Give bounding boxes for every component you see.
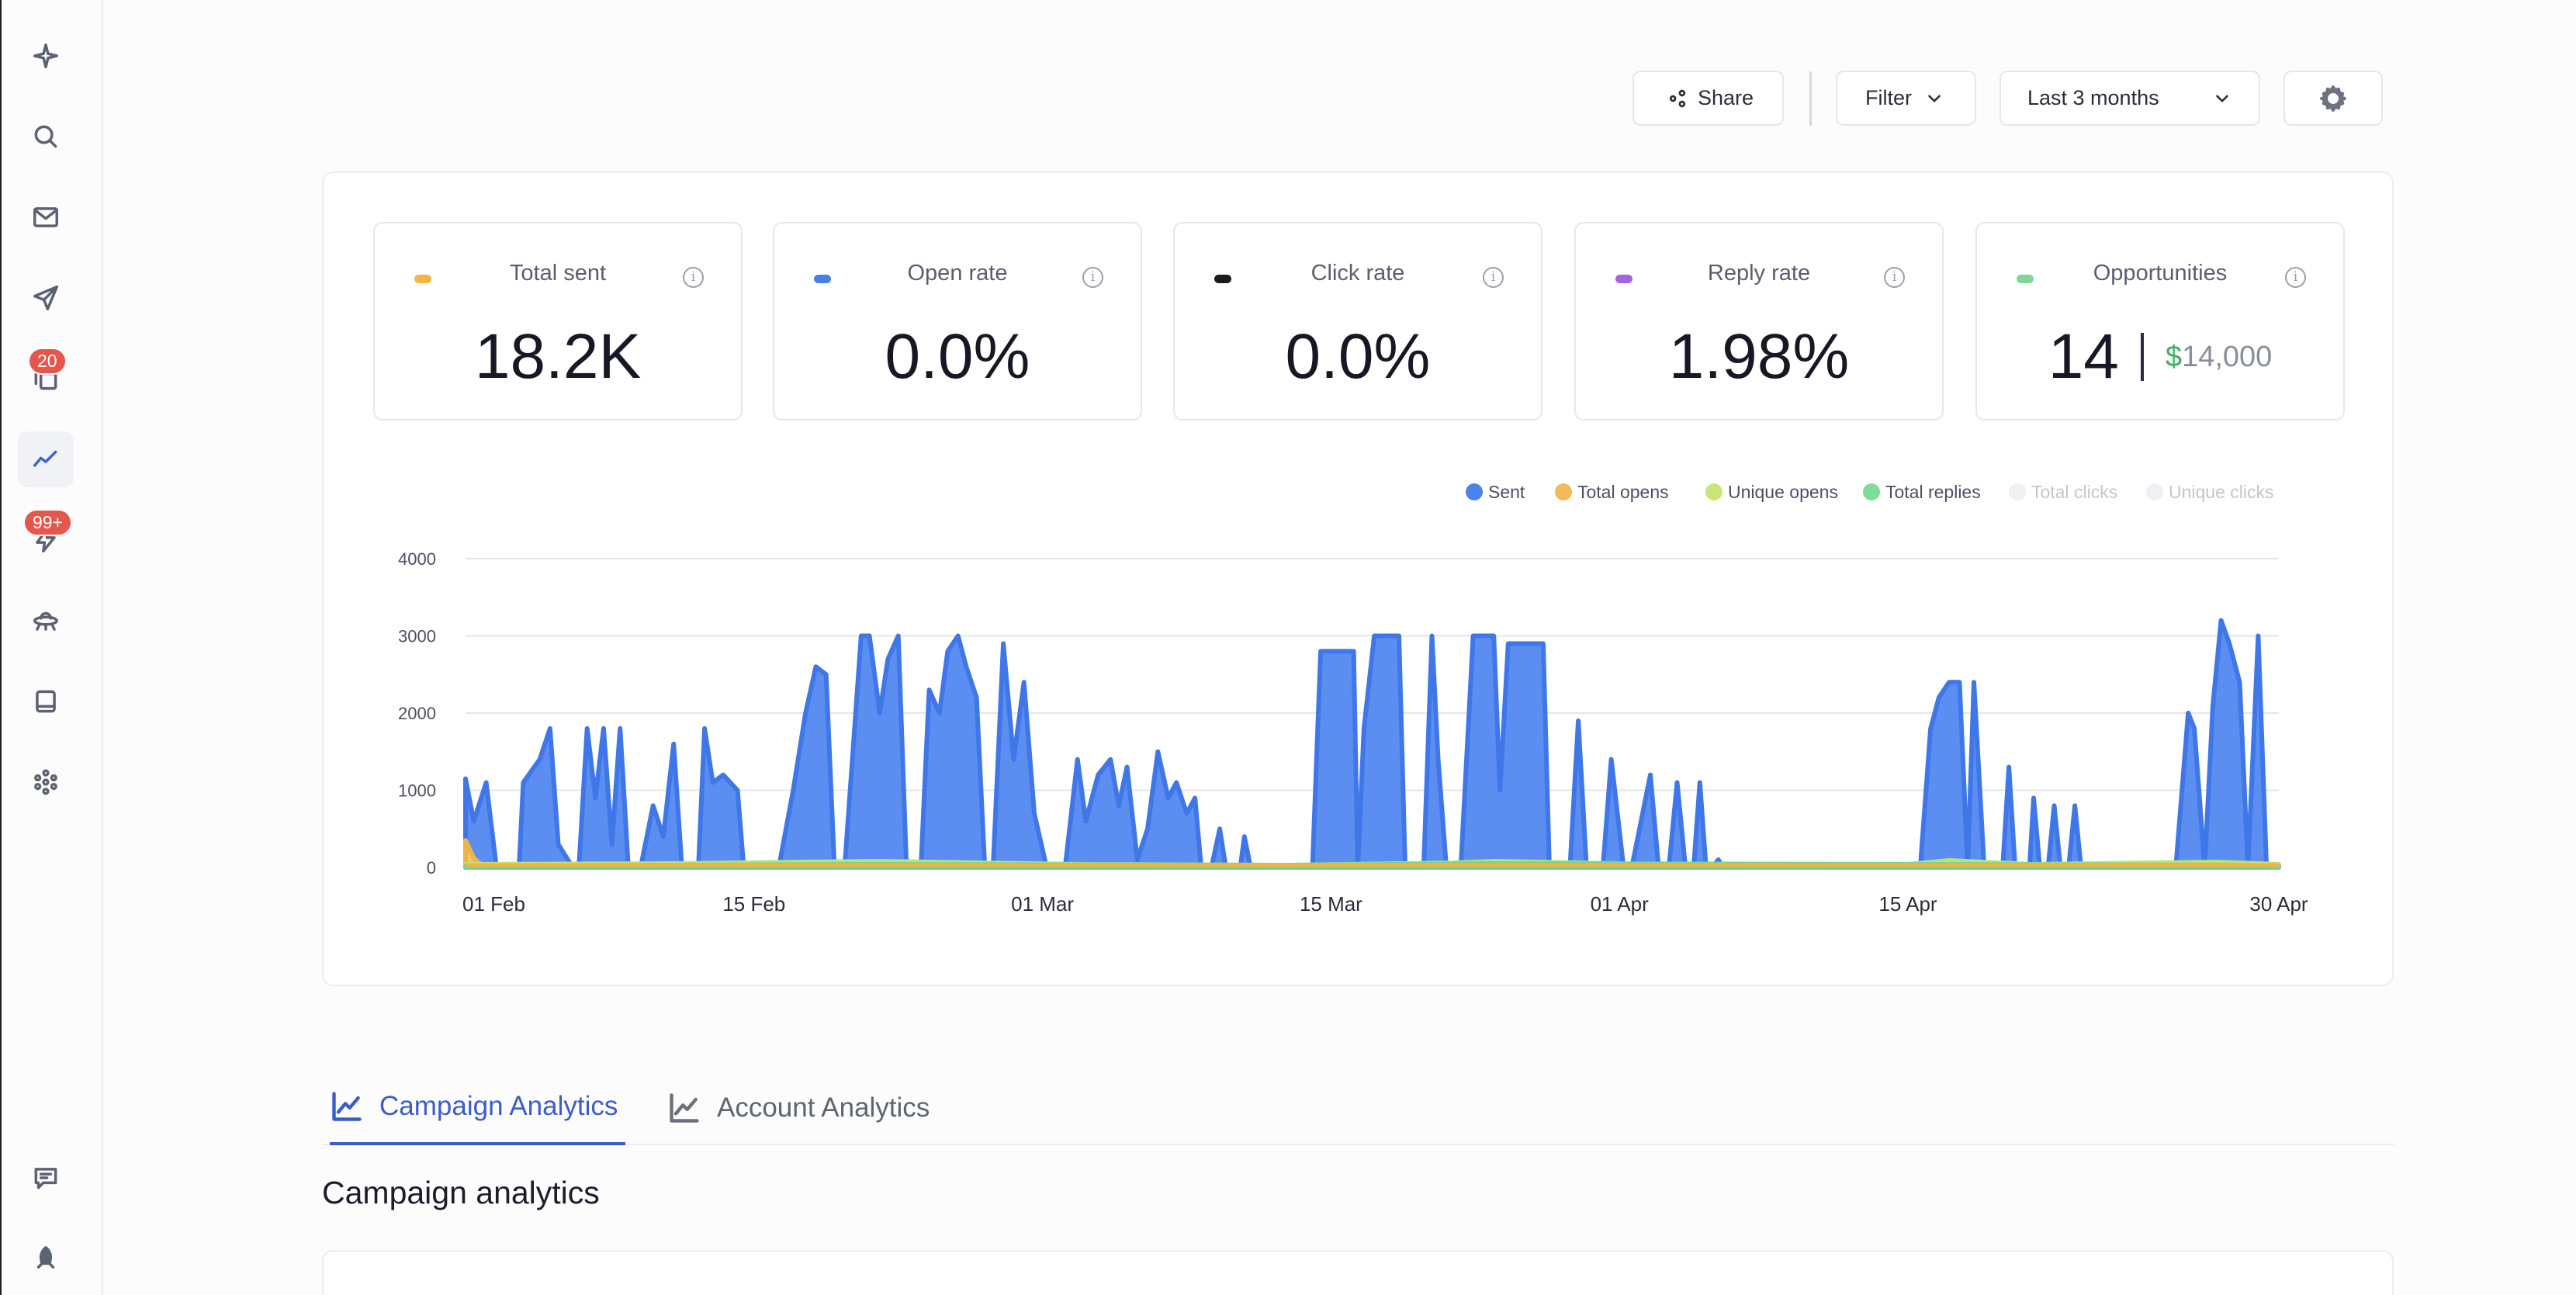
feedback-icon[interactable] [18, 1150, 74, 1206]
legend-marker [2009, 483, 2026, 500]
section-title: Campaign analytics [322, 1175, 600, 1210]
chevron-down-icon [1928, 94, 1941, 102]
stat-opportunities: Opportunities i 14 $14,000 [1975, 222, 2345, 421]
analytics-icon[interactable] [18, 431, 74, 487]
stat-reply-rate: Reply rate i 1.98% [1574, 222, 1944, 421]
opportunities-amount: 14,000 [2182, 340, 2273, 373]
stat-value: 1.98% [1668, 321, 1850, 392]
legend-item: Sent [1488, 482, 1525, 502]
ufo-icon[interactable] [18, 593, 74, 649]
info-icon[interactable]: i [1082, 267, 1103, 288]
campaign-analytics-card [322, 1250, 2394, 1295]
info-icon[interactable]: i [2285, 267, 2306, 288]
zap-icon[interactable] [18, 512, 74, 568]
stat-label: Total sent [509, 261, 607, 286]
stat-label: Click rate [1311, 261, 1405, 286]
stat-click-rate: Click rate i 0.0% [1173, 222, 1542, 421]
rocket-icon[interactable] [18, 1231, 74, 1286]
y-tick-label: 1000 [398, 781, 436, 801]
settings-button[interactable] [2283, 71, 2383, 126]
x-tick-label: 30 Apr [2249, 892, 2308, 916]
series-color-dot [1615, 275, 1633, 283]
notification-badge: 20 [28, 348, 67, 375]
x-tick-label: 01 Mar [1011, 892, 1074, 916]
opportunities-count: 14 [2048, 321, 2119, 392]
divider [2140, 333, 2144, 381]
stat-value: 18.2K [474, 321, 642, 392]
tab-label: Account Analytics [717, 1092, 930, 1123]
series-color-dot [814, 275, 831, 283]
stat-label: Open rate [907, 261, 1008, 286]
stat-label: Reply rate [1707, 261, 1811, 286]
search-icon[interactable] [18, 109, 74, 164]
toolbar-divider [1809, 71, 1812, 126]
info-icon[interactable]: i [683, 267, 704, 288]
stat-open-rate: Open rate i 0.0% [773, 222, 1142, 421]
legend-item: Total replies [1885, 482, 1981, 502]
x-tick-label: 15 Feb [722, 892, 785, 916]
stat-value: 0.0% [885, 321, 1030, 392]
overview-card: Total sent i 18.2K Open rate i 0.0% Clic… [322, 171, 2394, 986]
stat-value: 0.0% [1285, 321, 1431, 392]
legend-marker [1705, 483, 1723, 500]
filter-label: Filter [1865, 86, 1912, 109]
legend-marker [2146, 483, 2163, 500]
share-label: Share [1698, 86, 1754, 109]
apps-icon[interactable] [18, 754, 74, 810]
send-icon[interactable] [18, 270, 74, 326]
sparkle-icon[interactable] [18, 28, 74, 84]
legend-marker [1555, 483, 1572, 500]
share-button[interactable]: Share [1633, 71, 1784, 126]
tab-account-analytics[interactable]: Account Analytics [667, 1071, 930, 1145]
series-sent [463, 618, 2270, 870]
x-tick-label: 15 Apr [1878, 892, 1937, 916]
date-range-select[interactable]: Last 3 months [2000, 71, 2260, 126]
stat-label: Opportunities [2093, 261, 2228, 286]
legend-item: Unique clicks [2169, 482, 2274, 502]
line-chart-icon [670, 1093, 699, 1123]
y-tick-label: 2000 [398, 704, 436, 723]
opportunities-value: $14,000 [2166, 341, 2272, 374]
inbox-icon[interactable] [18, 673, 74, 729]
sidebar: 20 99+ [0, 0, 103, 1295]
filter-button[interactable]: Filter [1836, 71, 1976, 126]
chevron-down-icon [2216, 94, 2228, 102]
series-color-dot [1214, 275, 1231, 283]
share-icon [1669, 89, 1686, 107]
opportunities-values: 14 $14,000 [1977, 320, 2343, 393]
info-icon[interactable]: i [1884, 267, 1905, 288]
x-tick-label: 15 Mar [1300, 892, 1362, 916]
x-tick-label: 01 Apr [1591, 892, 1650, 916]
legend-item: Total opens [1577, 482, 1669, 502]
analytics-tabs: Campaign Analytics Account Analytics [322, 1071, 2394, 1145]
stat-total-sent: Total sent i 18.2K [373, 222, 743, 421]
y-tick-label: 0 [427, 858, 436, 878]
notification-badge: 99+ [23, 509, 73, 536]
legend-item: Unique opens [1728, 482, 1838, 502]
activity-chart: 0 1000 2000 3000 4000 01 Feb 15 Feb 01 Mar 15 Ma… [398, 482, 2308, 916]
mail-icon[interactable] [18, 189, 74, 245]
line-chart-icon [332, 1092, 362, 1121]
gear-icon [2320, 85, 2346, 112]
series-color-dot [2017, 275, 2034, 283]
legend-item: Total clicks [2031, 482, 2117, 502]
y-tick-label: 3000 [398, 627, 436, 646]
tab-campaign-analytics[interactable]: Campaign Analytics [330, 1071, 626, 1145]
currency-symbol: $ [2165, 340, 2183, 373]
date-range-label: Last 3 months [2027, 86, 2159, 109]
legend-marker [1863, 483, 1880, 500]
info-icon[interactable]: i [1483, 267, 1504, 288]
x-tick-label: 01 Feb [462, 892, 525, 916]
y-tick-label: 4000 [398, 549, 436, 569]
series-color-dot [414, 275, 431, 283]
tab-label: Campaign Analytics [379, 1091, 618, 1121]
legend-marker [1466, 483, 1483, 500]
